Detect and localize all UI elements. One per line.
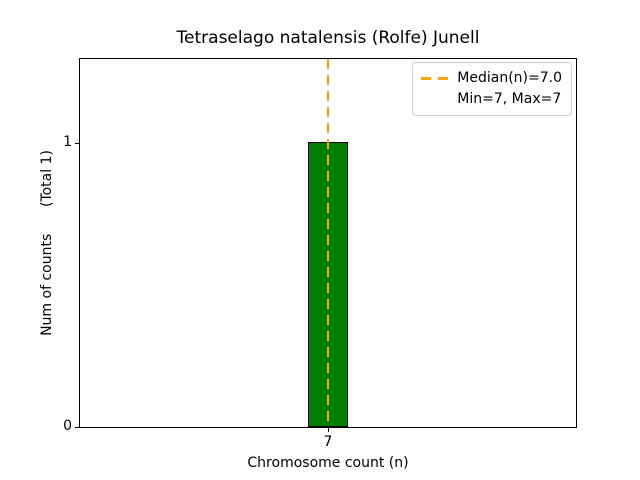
legend-row-median: Median(n)=7.0 [421, 68, 562, 89]
xtick-label-7: 7 [323, 434, 333, 450]
chart-title: Tetraselago natalensis (Rolfe) Junell [176, 28, 480, 48]
legend-row-minmax: Min=7, Max=7 [421, 89, 562, 110]
xtick-mark-7 [327, 428, 329, 432]
legend-label-minmax: Min=7, Max=7 [457, 91, 562, 107]
median-dashed-line [326, 59, 330, 427]
legend: Median(n)=7.0 Min=7, Max=7 [412, 62, 572, 116]
legend-label-median: Median(n)=7.0 [457, 70, 562, 86]
plot-area: Median(n)=7.0 Min=7, Max=7 [79, 58, 577, 428]
y-axis-label: Num of counts (Total 1) [39, 150, 55, 336]
median-line-swatch-icon [421, 77, 449, 80]
ytick-label-0: 0 [63, 418, 72, 434]
x-axis-label: Chromosome count (n) [247, 455, 409, 471]
empty-swatch [421, 98, 448, 101]
ytick-mark-0 [75, 427, 79, 428]
ytick-mark-1 [75, 143, 79, 144]
ytick-label-1: 1 [63, 134, 72, 150]
